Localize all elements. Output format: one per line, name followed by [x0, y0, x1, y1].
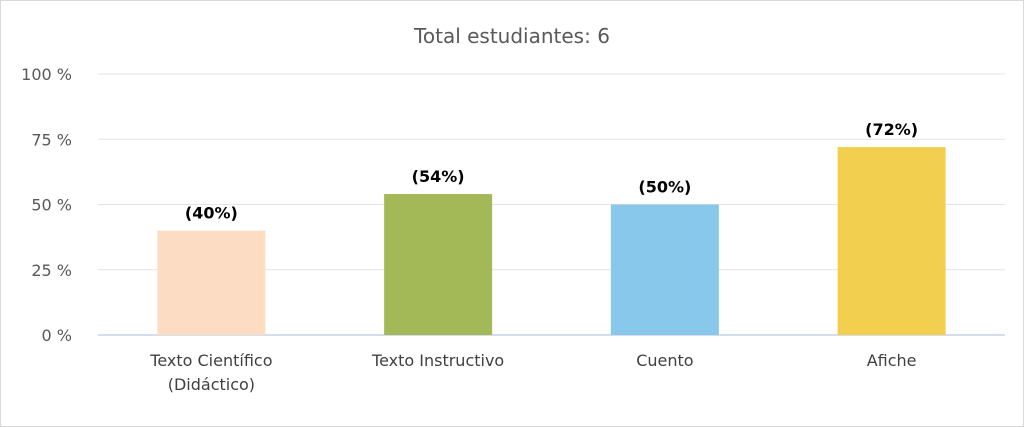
x-axis: Texto Científico (Didáctico) Texto Instruc… — [149, 351, 916, 394]
y-tick-label: 100 % — [21, 65, 72, 84]
data-label: (40%) — [185, 204, 238, 223]
bars — [157, 147, 946, 335]
data-label: (50%) — [638, 178, 691, 197]
y-tick-label: 0 % — [42, 326, 72, 345]
data-label: (54%) — [412, 167, 465, 186]
y-tick-label: 75 % — [31, 130, 72, 149]
x-tick-label: Cuento — [636, 351, 693, 370]
x-tick-label: Texto Científico — [149, 351, 272, 370]
bar — [384, 194, 493, 335]
x-tick-label: Texto Instructivo — [371, 351, 504, 370]
x-tick-label: (Didáctico) — [168, 375, 255, 394]
bar — [837, 147, 946, 335]
y-axis: 0 % 25 % 50 % 75 % 100 % — [21, 65, 72, 345]
x-tick-label: Afiche — [867, 351, 917, 370]
y-tick-label: 25 % — [31, 261, 72, 280]
data-label: (72%) — [865, 120, 918, 139]
y-tick-label: 50 % — [31, 196, 72, 215]
bar — [610, 204, 719, 335]
chart-title: Total estudiantes: 6 — [413, 24, 610, 48]
data-labels: (40%) (54%) (50%) (72%) — [185, 120, 918, 223]
bar — [157, 230, 266, 335]
